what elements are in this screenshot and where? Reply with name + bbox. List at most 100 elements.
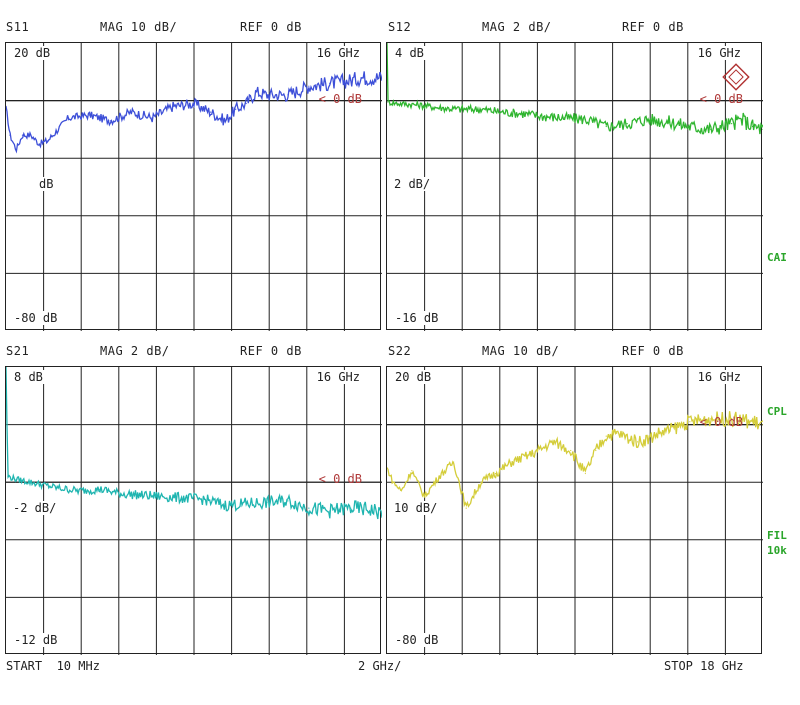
s22-ref-marker-text: 0 dB — [714, 415, 743, 429]
s11-mid-label: dB — [38, 177, 55, 191]
s12-point-7 — [501, 111, 503, 113]
s11-ref-marker-text: 0 dB — [333, 92, 362, 106]
s11-point-24 — [360, 76, 362, 79]
s21-point-11 — [203, 498, 205, 501]
s21-point-12 — [224, 504, 226, 506]
s11-point-0 — [6, 105, 7, 107]
s21-freq-label: 16 GHz — [314, 370, 362, 384]
s12-point-4 — [438, 107, 440, 109]
s12-point-20 — [751, 125, 754, 128]
s22-point-6 — [453, 461, 455, 463]
s12-point-1 — [387, 101, 389, 103]
s12-mag-label: MAG 2 dB/ — [482, 20, 552, 34]
s12-ref-label: REF 0 dB — [622, 20, 684, 34]
s22-point-8 — [480, 481, 482, 483]
s22-param-label: S22 — [388, 344, 412, 358]
s12-top-label: 4 dB — [393, 46, 426, 60]
s11-point-3 — [21, 134, 24, 136]
s22-point-0 — [387, 467, 388, 469]
s22-mag-label: MAG 10 dB/ — [482, 344, 560, 358]
s21-trace — [6, 367, 382, 520]
s12-point-2 — [396, 102, 398, 105]
s11-point-13 — [193, 102, 195, 105]
cpl-status-label: CPL — [767, 405, 787, 418]
s12-point-17 — [710, 128, 712, 130]
s21-point-13 — [245, 503, 247, 505]
s22-point-16 — [605, 435, 607, 437]
s22-plot: 20 dB 16 GHz < 0 dB 10 dB/ -80 dB — [386, 366, 763, 655]
s22-point-7 — [465, 507, 467, 509]
s22-point-23 — [710, 418, 712, 420]
s11-trace — [6, 71, 382, 154]
s22-point-12 — [553, 441, 555, 443]
s22-point-26 — [762, 424, 763, 426]
s21-point-0 — [6, 367, 7, 368]
s21-point-14 — [266, 501, 268, 503]
s22-point-10 — [511, 461, 513, 463]
s21-point-3 — [36, 483, 38, 485]
stop-frequency-label: STOP 18 GHz — [664, 659, 744, 673]
s22-bottom-label: -80 dB — [393, 633, 441, 647]
s22-ref-label: REF 0 dB — [622, 344, 684, 358]
s22-point-17 — [616, 432, 618, 434]
s11-point-12 — [172, 105, 174, 107]
s22-point-21 — [668, 429, 670, 431]
s21-point-5 — [78, 490, 80, 492]
s12-ref-marker-text: 0 dB — [714, 92, 743, 106]
s11-point-2 — [15, 148, 17, 151]
s22-plot-svg — [387, 367, 763, 655]
s12-point-6 — [480, 108, 482, 110]
s11-ref-label: REF 0 dB — [240, 20, 302, 34]
s22-point-25 — [751, 421, 754, 423]
s21-point-18 — [350, 507, 352, 509]
s11-top-label: 20 dB — [12, 46, 53, 60]
s21-mag-label: MAG 2 dB/ — [100, 344, 170, 358]
s12-point-0 — [387, 43, 388, 44]
s12-point-16 — [689, 125, 691, 128]
s11-point-6 — [46, 140, 49, 142]
s12-param-label: S12 — [388, 20, 412, 34]
s11-point-11 — [151, 117, 153, 119]
s21-point-2 — [15, 478, 17, 480]
s22-point-15 — [595, 449, 597, 452]
s11-point-19 — [266, 94, 268, 96]
s22-point-4 — [423, 496, 426, 498]
s11-point-7 — [67, 117, 70, 119]
s21-point-19 — [370, 508, 373, 511]
s12-point-8 — [522, 112, 524, 115]
s12-point-21 — [762, 128, 763, 130]
s22-point-24 — [731, 418, 733, 420]
s21-ref-label: REF 0 dB — [240, 344, 302, 358]
s21-point-6 — [99, 488, 101, 490]
s12-point-19 — [741, 118, 743, 120]
s11-point-14 — [210, 111, 212, 113]
s21-point-17 — [329, 510, 331, 512]
frequency-division-label: 2 GHz/ — [358, 659, 402, 673]
s22-point-9 — [494, 472, 497, 475]
s11-point-10 — [130, 111, 132, 113]
s12-bottom-label: -16 dB — [393, 311, 441, 325]
s22-mid-label: 10 dB/ — [393, 501, 439, 515]
s22-point-1 — [392, 481, 394, 483]
s21-top-label: 8 dB — [12, 370, 45, 384]
s11-point-16 — [235, 108, 237, 110]
s12-point-13 — [626, 123, 628, 125]
s11-freq-label: 16 GHz — [314, 46, 362, 60]
s11-mag-label: MAG 10 dB/ — [100, 20, 178, 34]
s11-point-21 — [308, 85, 310, 87]
s21-mid-label: -2 dB/ — [12, 501, 58, 515]
s12-point-10 — [563, 117, 566, 119]
s12-point-12 — [605, 125, 607, 128]
s11-point-5 — [38, 143, 40, 145]
s22-point-2 — [400, 490, 403, 492]
s21-point-7 — [120, 493, 122, 495]
marker-diamond-icon — [722, 63, 750, 91]
marker-diamond-outer — [722, 63, 750, 91]
s21-point-20 — [381, 513, 382, 515]
s12-point-18 — [731, 123, 733, 125]
s11-plot-svg — [6, 43, 382, 331]
s22-point-11 — [532, 452, 534, 454]
s12-plot-svg — [387, 43, 763, 331]
s12-point-9 — [542, 115, 545, 118]
s21-point-1 — [7, 475, 9, 478]
